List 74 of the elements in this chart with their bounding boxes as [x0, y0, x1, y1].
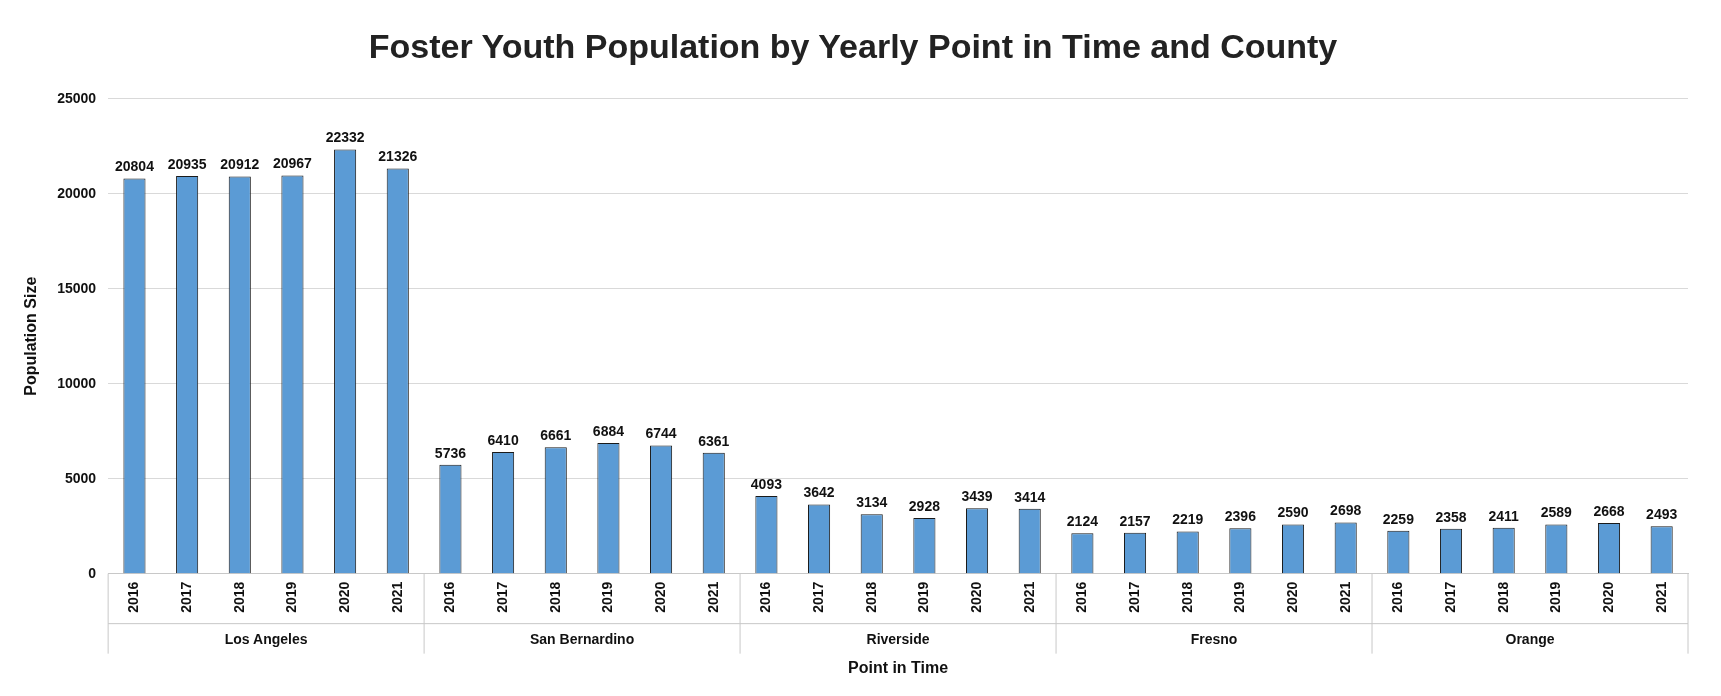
x-tick-label: 2016 — [441, 581, 458, 613]
text: Orange — [1505, 630, 1555, 647]
x-tick-label: 2021 — [388, 581, 405, 613]
data-label: 4093 — [750, 475, 783, 492]
y-tick-label: 5000 — [64, 469, 97, 486]
x-tick-label: 2019 — [915, 581, 932, 613]
x-tick-label: 2018 — [546, 581, 563, 613]
text: Los Angeles — [224, 630, 308, 647]
data-label: 20804 — [114, 158, 155, 175]
text: San Bernardino — [529, 630, 635, 647]
data-label: 6661 — [540, 426, 572, 443]
data-label: 2358 — [1435, 508, 1467, 525]
x-tick-label: 2021 — [704, 581, 721, 613]
y-tick-label: 0 — [88, 564, 97, 581]
data-label: 3414 — [1014, 488, 1046, 505]
x-tick-label: 2018 — [1494, 581, 1511, 613]
x-tick-label: 2020 — [1283, 581, 1300, 613]
data-label: 3642 — [803, 484, 835, 501]
x-axis-title: Point in Time — [847, 658, 949, 676]
x-tick-label: 2017 — [177, 581, 194, 613]
x-tick-label: 2016 — [125, 581, 142, 613]
data-label: 2589 — [1540, 504, 1573, 521]
y-axis-title: Population Size — [22, 276, 40, 396]
x-tick-label: 2020 — [335, 581, 352, 613]
x-tick-label: 2019 — [283, 581, 300, 613]
x-tick-label: 2017 — [1441, 581, 1458, 613]
x-tick-label: 2016 — [1389, 581, 1406, 613]
data-label: 22332 — [325, 129, 365, 146]
data-label: 2259 — [1382, 510, 1415, 527]
data-label: 20967 — [272, 155, 313, 172]
x-tick-label: 2020 — [967, 581, 984, 613]
data-label: 2668 — [1593, 502, 1625, 519]
data-label: 2157 — [1119, 512, 1151, 529]
data-label: 3439 — [961, 488, 993, 505]
x-tick-label: 2016 — [757, 581, 774, 613]
data-label: 20935 — [167, 155, 207, 172]
x-tick-label: 2021 — [1652, 581, 1669, 613]
data-label: 3134 — [856, 493, 888, 510]
x-tick-label: 2019 — [1547, 581, 1564, 613]
data-label: 2219 — [1172, 511, 1204, 528]
data-label: 2124 — [1066, 513, 1099, 530]
x-tick-label: 2021 — [1336, 581, 1353, 613]
chart-title: Foster Youth Population by Yearly Point in Time and County — [368, 26, 1338, 65]
y-tick-label: 15000 — [57, 279, 97, 296]
x-tick-label: 2019 — [1231, 581, 1248, 613]
data-label: 20912 — [220, 156, 260, 173]
data-label: 2396 — [1224, 508, 1257, 524]
x-tick-label: 2018 — [862, 581, 879, 613]
x-tick-label: 2017 — [809, 581, 826, 613]
text: Fresno — [1190, 630, 1238, 647]
data-label: 6884 — [592, 422, 625, 439]
x-tick-label: 2020 — [651, 581, 668, 613]
data-label: 5736 — [434, 444, 467, 461]
text: Riverside — [866, 630, 930, 647]
y-tick-label: 10000 — [57, 374, 97, 391]
data-label: 2411 — [1488, 507, 1520, 524]
data-label: 2590 — [1277, 504, 1309, 521]
x-tick-label: 2016 — [1073, 581, 1090, 613]
data-label: 2698 — [1330, 502, 1362, 519]
x-tick-label: 2021 — [1020, 581, 1037, 613]
data-label: 6744 — [645, 425, 677, 442]
x-tick-label: 2020 — [1599, 581, 1616, 613]
y-tick-label: 25000 — [57, 89, 97, 106]
data-label: 21326 — [378, 148, 418, 165]
data-label: 6361 — [698, 432, 730, 449]
x-tick-label: 2018 — [1178, 581, 1195, 613]
y-tick-label: 20000 — [57, 184, 97, 201]
data-label: 6410 — [487, 431, 519, 448]
x-tick-label: 2017 — [493, 581, 510, 613]
data-label: 2493 — [1646, 506, 1678, 523]
x-tick-label: 2018 — [230, 581, 247, 613]
x-tick-label: 2017 — [1125, 581, 1142, 613]
data-label: 2928 — [908, 497, 941, 514]
x-tick-label: 2019 — [599, 581, 616, 613]
